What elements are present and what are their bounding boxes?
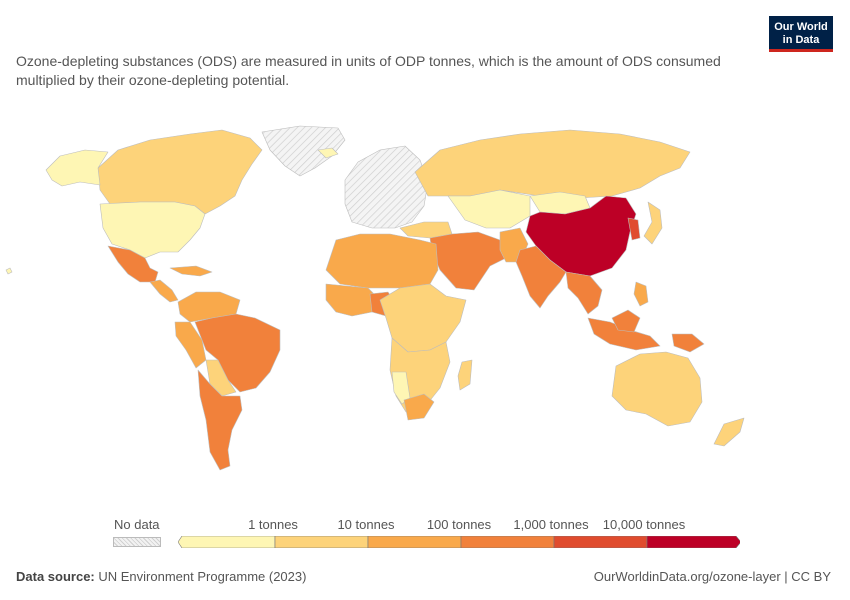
region-mexico[interactable] xyxy=(107,245,159,283)
region-caribbean[interactable] xyxy=(169,265,213,277)
region-borneo[interactable] xyxy=(611,309,641,333)
region-europe[interactable] xyxy=(344,145,429,229)
data-source: Data source: UN Environment Programme (2… xyxy=(16,569,306,584)
region-greenland[interactable] xyxy=(261,125,346,177)
owid-logo[interactable]: Our World in Data xyxy=(769,16,833,52)
legend-bin-2[interactable] xyxy=(274,536,369,548)
legend-no-data-swatch xyxy=(113,537,161,547)
region-south-africa[interactable] xyxy=(403,393,435,421)
region-west-africa[interactable] xyxy=(325,283,381,317)
region-russia[interactable] xyxy=(414,129,691,199)
legend-bin-4[interactable] xyxy=(460,536,555,548)
legend-bin-3[interactable] xyxy=(367,536,462,548)
world-map xyxy=(0,115,850,495)
legend-color-bar xyxy=(178,536,740,548)
region-india[interactable] xyxy=(515,245,567,309)
region-madagascar[interactable] xyxy=(457,359,473,391)
legend-tick-2: 10 tonnes xyxy=(337,517,395,532)
logo-line-2: in Data xyxy=(782,34,820,46)
legend-tick-5: 10,000 tonnes xyxy=(602,517,686,532)
legend-no-data-label: No data xyxy=(114,517,160,532)
region-alaska[interactable] xyxy=(45,149,109,187)
legend-bin-1[interactable] xyxy=(178,536,276,548)
region-middle-east[interactable] xyxy=(429,231,507,291)
region-png[interactable] xyxy=(671,333,705,353)
legend-bin-6[interactable] xyxy=(646,536,740,548)
legend-tick-4: 1,000 tonnes xyxy=(513,517,589,532)
legend-bin-5[interactable] xyxy=(553,536,648,548)
region-japan[interactable] xyxy=(643,201,663,245)
legend-tick-3: 100 tonnes xyxy=(426,517,492,532)
region-brazil[interactable] xyxy=(194,313,281,393)
region-australia[interactable] xyxy=(611,351,703,427)
region-philippines[interactable] xyxy=(633,281,649,307)
chart-subtitle: Ozone-depleting substances (ODS) are mea… xyxy=(16,53,721,88)
region-peru[interactable] xyxy=(174,321,207,369)
region-southeast-asia[interactable] xyxy=(565,271,603,315)
data-source-label: Data source: xyxy=(16,569,95,584)
region-hawaii[interactable] xyxy=(5,267,13,275)
region-new-zealand[interactable] xyxy=(713,417,745,447)
region-iceland[interactable] xyxy=(317,147,339,159)
region-north-africa[interactable] xyxy=(325,233,439,289)
region-argentina[interactable] xyxy=(197,369,243,471)
data-source-value: UN Environment Programme (2023) xyxy=(98,569,307,584)
region-usa[interactable] xyxy=(99,201,206,259)
legend-tick-1: 1 tonnes xyxy=(248,517,298,532)
logo-line-1: Our World xyxy=(774,21,828,33)
footer-link[interactable]: OurWorldinData.org/ozone-layer | CC BY xyxy=(593,569,831,584)
region-central-america[interactable] xyxy=(149,279,179,303)
region-central-asia[interactable] xyxy=(447,189,531,229)
region-canada[interactable] xyxy=(97,129,263,215)
region-korea[interactable] xyxy=(627,217,641,241)
region-central-africa[interactable] xyxy=(379,283,467,353)
